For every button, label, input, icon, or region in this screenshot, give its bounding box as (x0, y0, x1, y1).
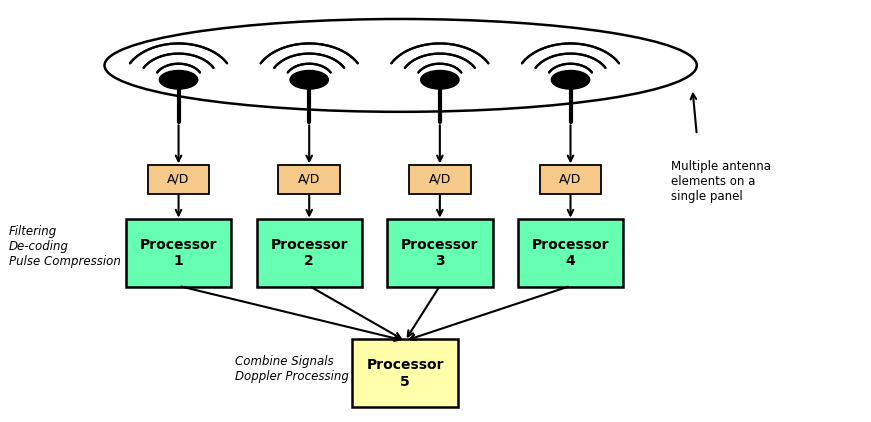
Circle shape (159, 70, 198, 89)
Text: Processor
2: Processor 2 (271, 238, 348, 268)
Text: A/D: A/D (298, 173, 321, 186)
FancyBboxPatch shape (409, 165, 470, 194)
FancyBboxPatch shape (256, 219, 362, 287)
FancyBboxPatch shape (540, 165, 602, 194)
FancyBboxPatch shape (387, 219, 493, 287)
Text: Processor
5: Processor 5 (367, 358, 443, 389)
Circle shape (290, 70, 328, 89)
Circle shape (421, 70, 459, 89)
Circle shape (551, 70, 590, 89)
Text: Filtering
De-coding
Pulse Compression: Filtering De-coding Pulse Compression (9, 225, 120, 268)
Text: Processor
3: Processor 3 (402, 238, 478, 268)
Text: Combine Signals
Doppler Processing: Combine Signals Doppler Processing (235, 355, 349, 383)
FancyBboxPatch shape (279, 165, 340, 194)
Text: Processor
4: Processor 4 (532, 238, 609, 268)
FancyBboxPatch shape (352, 339, 458, 408)
Text: A/D: A/D (429, 173, 451, 186)
FancyBboxPatch shape (147, 165, 209, 194)
FancyBboxPatch shape (125, 219, 232, 287)
Text: Multiple antenna
elements on a
single panel: Multiple antenna elements on a single pa… (671, 160, 771, 203)
Text: Processor
1: Processor 1 (140, 238, 217, 268)
Text: A/D: A/D (167, 173, 190, 186)
Text: A/D: A/D (559, 173, 582, 186)
FancyBboxPatch shape (517, 219, 624, 287)
